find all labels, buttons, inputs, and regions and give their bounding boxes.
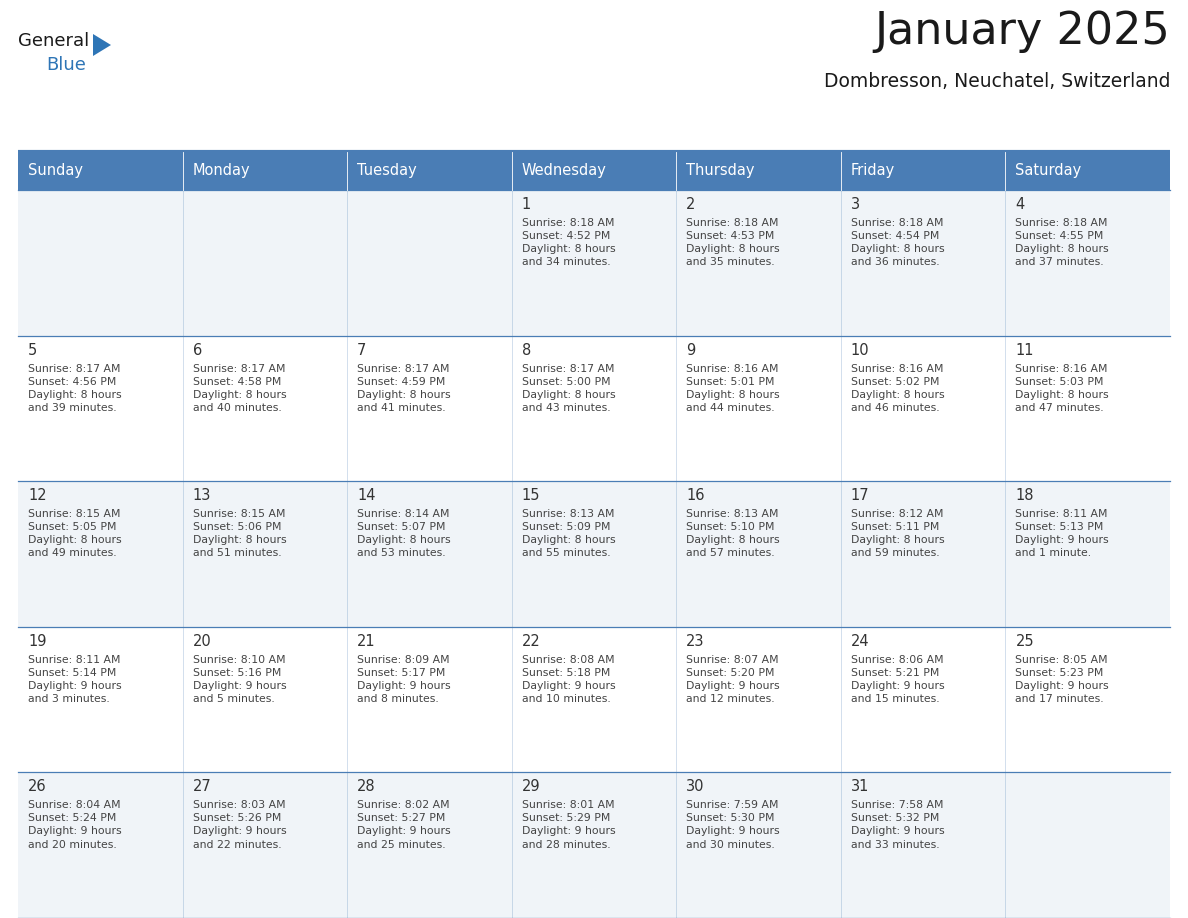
Text: Sunrise: 8:11 AM
Sunset: 5:14 PM
Daylight: 9 hours
and 3 minutes.: Sunrise: 8:11 AM Sunset: 5:14 PM Dayligh… [29, 655, 121, 704]
Polygon shape [93, 34, 110, 56]
Text: Sunrise: 8:09 AM
Sunset: 5:17 PM
Daylight: 9 hours
and 8 minutes.: Sunrise: 8:09 AM Sunset: 5:17 PM Dayligh… [358, 655, 450, 704]
Text: Sunrise: 8:01 AM
Sunset: 5:29 PM
Daylight: 9 hours
and 28 minutes.: Sunrise: 8:01 AM Sunset: 5:29 PM Dayligh… [522, 800, 615, 849]
Text: 7: 7 [358, 342, 367, 358]
Bar [676, 152, 841, 190]
Text: 30: 30 [687, 779, 704, 794]
Text: General: General [18, 32, 89, 50]
Text: Tuesday: Tuesday [358, 163, 417, 178]
Bar [347, 152, 512, 190]
Text: 5: 5 [29, 342, 37, 358]
Bar [18, 627, 1170, 772]
Bar [18, 152, 183, 190]
Bar [18, 481, 1170, 627]
Bar [18, 772, 1170, 918]
Text: Sunrise: 8:17 AM
Sunset: 4:59 PM
Daylight: 8 hours
and 41 minutes.: Sunrise: 8:17 AM Sunset: 4:59 PM Dayligh… [358, 364, 450, 413]
Text: 27: 27 [192, 779, 211, 794]
Text: Sunrise: 7:58 AM
Sunset: 5:32 PM
Daylight: 9 hours
and 33 minutes.: Sunrise: 7:58 AM Sunset: 5:32 PM Dayligh… [851, 800, 944, 849]
Text: Sunrise: 8:12 AM
Sunset: 5:11 PM
Daylight: 8 hours
and 59 minutes.: Sunrise: 8:12 AM Sunset: 5:11 PM Dayligh… [851, 509, 944, 558]
Text: 24: 24 [851, 633, 870, 649]
Text: 26: 26 [29, 779, 46, 794]
Text: Sunrise: 8:18 AM
Sunset: 4:52 PM
Daylight: 8 hours
and 34 minutes.: Sunrise: 8:18 AM Sunset: 4:52 PM Dayligh… [522, 218, 615, 267]
Bar [18, 336, 1170, 481]
Text: 29: 29 [522, 779, 541, 794]
Text: Sunday: Sunday [29, 163, 83, 178]
Text: 18: 18 [1016, 488, 1034, 503]
Text: Sunrise: 8:10 AM
Sunset: 5:16 PM
Daylight: 9 hours
and 5 minutes.: Sunrise: 8:10 AM Sunset: 5:16 PM Dayligh… [192, 655, 286, 704]
Bar [183, 152, 347, 190]
Text: 25: 25 [1016, 633, 1034, 649]
Text: Sunrise: 8:16 AM
Sunset: 5:01 PM
Daylight: 8 hours
and 44 minutes.: Sunrise: 8:16 AM Sunset: 5:01 PM Dayligh… [687, 364, 779, 413]
Text: 21: 21 [358, 633, 375, 649]
Text: Monday: Monday [192, 163, 251, 178]
Text: Sunrise: 8:15 AM
Sunset: 5:05 PM
Daylight: 8 hours
and 49 minutes.: Sunrise: 8:15 AM Sunset: 5:05 PM Dayligh… [29, 509, 121, 558]
Text: Sunrise: 8:03 AM
Sunset: 5:26 PM
Daylight: 9 hours
and 22 minutes.: Sunrise: 8:03 AM Sunset: 5:26 PM Dayligh… [192, 800, 286, 849]
Text: Sunrise: 8:18 AM
Sunset: 4:55 PM
Daylight: 8 hours
and 37 minutes.: Sunrise: 8:18 AM Sunset: 4:55 PM Dayligh… [1016, 218, 1110, 267]
Text: 6: 6 [192, 342, 202, 358]
Bar [841, 152, 1005, 190]
Text: Sunrise: 8:05 AM
Sunset: 5:23 PM
Daylight: 9 hours
and 17 minutes.: Sunrise: 8:05 AM Sunset: 5:23 PM Dayligh… [1016, 655, 1110, 704]
Text: 8: 8 [522, 342, 531, 358]
Text: Sunrise: 8:11 AM
Sunset: 5:13 PM
Daylight: 9 hours
and 1 minute.: Sunrise: 8:11 AM Sunset: 5:13 PM Dayligh… [1016, 509, 1110, 558]
Text: Thursday: Thursday [687, 163, 754, 178]
Text: 23: 23 [687, 633, 704, 649]
Text: Sunrise: 8:16 AM
Sunset: 5:03 PM
Daylight: 8 hours
and 47 minutes.: Sunrise: 8:16 AM Sunset: 5:03 PM Dayligh… [1016, 364, 1110, 413]
Text: Sunrise: 8:08 AM
Sunset: 5:18 PM
Daylight: 9 hours
and 10 minutes.: Sunrise: 8:08 AM Sunset: 5:18 PM Dayligh… [522, 655, 615, 704]
Text: 13: 13 [192, 488, 211, 503]
Text: Sunrise: 8:07 AM
Sunset: 5:20 PM
Daylight: 9 hours
and 12 minutes.: Sunrise: 8:07 AM Sunset: 5:20 PM Dayligh… [687, 655, 779, 704]
Text: Sunrise: 8:02 AM
Sunset: 5:27 PM
Daylight: 9 hours
and 25 minutes.: Sunrise: 8:02 AM Sunset: 5:27 PM Dayligh… [358, 800, 450, 849]
Text: 31: 31 [851, 779, 870, 794]
Text: January 2025: January 2025 [874, 10, 1170, 53]
Text: 19: 19 [29, 633, 46, 649]
Text: 3: 3 [851, 197, 860, 212]
Text: Sunrise: 8:15 AM
Sunset: 5:06 PM
Daylight: 8 hours
and 51 minutes.: Sunrise: 8:15 AM Sunset: 5:06 PM Dayligh… [192, 509, 286, 558]
Text: 22: 22 [522, 633, 541, 649]
Text: Dombresson, Neuchatel, Switzerland: Dombresson, Neuchatel, Switzerland [823, 72, 1170, 91]
Bar [512, 152, 676, 190]
Text: Sunrise: 8:13 AM
Sunset: 5:10 PM
Daylight: 8 hours
and 57 minutes.: Sunrise: 8:13 AM Sunset: 5:10 PM Dayligh… [687, 509, 779, 558]
Text: 16: 16 [687, 488, 704, 503]
Text: 15: 15 [522, 488, 541, 503]
Text: Wednesday: Wednesday [522, 163, 607, 178]
Text: 14: 14 [358, 488, 375, 503]
Text: Saturday: Saturday [1016, 163, 1082, 178]
Text: Friday: Friday [851, 163, 895, 178]
Text: Sunrise: 8:04 AM
Sunset: 5:24 PM
Daylight: 9 hours
and 20 minutes.: Sunrise: 8:04 AM Sunset: 5:24 PM Dayligh… [29, 800, 121, 849]
Text: Sunrise: 8:17 AM
Sunset: 4:58 PM
Daylight: 8 hours
and 40 minutes.: Sunrise: 8:17 AM Sunset: 4:58 PM Dayligh… [192, 364, 286, 413]
Bar [1005, 152, 1170, 190]
Text: 10: 10 [851, 342, 870, 358]
Text: Sunrise: 8:17 AM
Sunset: 4:56 PM
Daylight: 8 hours
and 39 minutes.: Sunrise: 8:17 AM Sunset: 4:56 PM Dayligh… [29, 364, 121, 413]
Bar [18, 190, 1170, 336]
Text: 12: 12 [29, 488, 46, 503]
Text: Sunrise: 8:14 AM
Sunset: 5:07 PM
Daylight: 8 hours
and 53 minutes.: Sunrise: 8:14 AM Sunset: 5:07 PM Dayligh… [358, 509, 450, 558]
Text: Sunrise: 8:18 AM
Sunset: 4:54 PM
Daylight: 8 hours
and 36 minutes.: Sunrise: 8:18 AM Sunset: 4:54 PM Dayligh… [851, 218, 944, 267]
Text: 11: 11 [1016, 342, 1034, 358]
Text: 28: 28 [358, 779, 375, 794]
Text: 9: 9 [687, 342, 695, 358]
Text: Sunrise: 7:59 AM
Sunset: 5:30 PM
Daylight: 9 hours
and 30 minutes.: Sunrise: 7:59 AM Sunset: 5:30 PM Dayligh… [687, 800, 779, 849]
Text: Sunrise: 8:18 AM
Sunset: 4:53 PM
Daylight: 8 hours
and 35 minutes.: Sunrise: 8:18 AM Sunset: 4:53 PM Dayligh… [687, 218, 779, 267]
Text: Blue: Blue [46, 56, 86, 74]
Text: Sunrise: 8:06 AM
Sunset: 5:21 PM
Daylight: 9 hours
and 15 minutes.: Sunrise: 8:06 AM Sunset: 5:21 PM Dayligh… [851, 655, 944, 704]
Text: 17: 17 [851, 488, 870, 503]
Text: Sunrise: 8:13 AM
Sunset: 5:09 PM
Daylight: 8 hours
and 55 minutes.: Sunrise: 8:13 AM Sunset: 5:09 PM Dayligh… [522, 509, 615, 558]
Text: 1: 1 [522, 197, 531, 212]
Text: Sunrise: 8:17 AM
Sunset: 5:00 PM
Daylight: 8 hours
and 43 minutes.: Sunrise: 8:17 AM Sunset: 5:00 PM Dayligh… [522, 364, 615, 413]
Text: 2: 2 [687, 197, 696, 212]
Text: 4: 4 [1016, 197, 1025, 212]
Text: Sunrise: 8:16 AM
Sunset: 5:02 PM
Daylight: 8 hours
and 46 minutes.: Sunrise: 8:16 AM Sunset: 5:02 PM Dayligh… [851, 364, 944, 413]
Text: 20: 20 [192, 633, 211, 649]
